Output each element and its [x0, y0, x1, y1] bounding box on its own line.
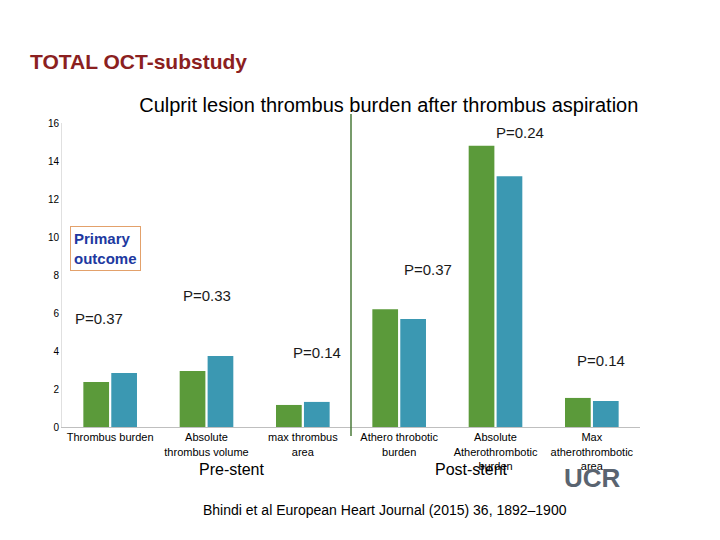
svg-text:12: 12: [48, 194, 60, 205]
svg-text:6: 6: [53, 308, 59, 319]
svg-text:AbsoluteAtherothromboticburden: AbsoluteAtherothromboticburden: [454, 431, 538, 472]
svg-text:UCR: UCR: [564, 463, 621, 493]
svg-text:Thrombus burden: Thrombus burden: [67, 431, 154, 443]
svg-text:P=0.37: P=0.37: [75, 310, 123, 327]
svg-text:10: 10: [48, 232, 60, 243]
svg-text:P=0.14: P=0.14: [293, 344, 341, 361]
svg-text:2: 2: [53, 384, 59, 395]
svg-text:TOTAL OCT-substudy: TOTAL OCT-substudy: [30, 50, 247, 73]
svg-text:P=0.24: P=0.24: [496, 124, 544, 141]
svg-text:14: 14: [48, 156, 60, 167]
svg-text:4: 4: [53, 346, 59, 357]
svg-text:P=0.33: P=0.33: [183, 287, 231, 304]
svg-text:Culprit lesion thrombus burden: Culprit lesion thrombus burden after thr…: [139, 94, 638, 116]
svg-text:Post-stent: Post-stent: [435, 461, 508, 478]
svg-text:8: 8: [53, 270, 59, 281]
svg-text:Absolutethrombus volume: Absolutethrombus volume: [164, 431, 248, 457]
svg-text:Pre-stent: Pre-stent: [199, 461, 264, 478]
svg-text:Bhindi et al European Heart Jo: Bhindi et al European Heart Journal (201…: [203, 502, 567, 518]
svg-text:P=0.37: P=0.37: [404, 261, 452, 278]
svg-text:Maxatherothromboticarea: Maxatherothromboticarea: [551, 431, 634, 472]
svg-text:max thrombusarea: max thrombusarea: [268, 431, 338, 457]
svg-text:0: 0: [53, 422, 59, 433]
svg-text:P=0.14: P=0.14: [577, 352, 625, 369]
svg-text:Athero throboticburden: Athero throboticburden: [360, 431, 438, 457]
svg-text:Primaryoutcome: Primaryoutcome: [74, 230, 137, 267]
svg-text:16: 16: [48, 118, 60, 129]
